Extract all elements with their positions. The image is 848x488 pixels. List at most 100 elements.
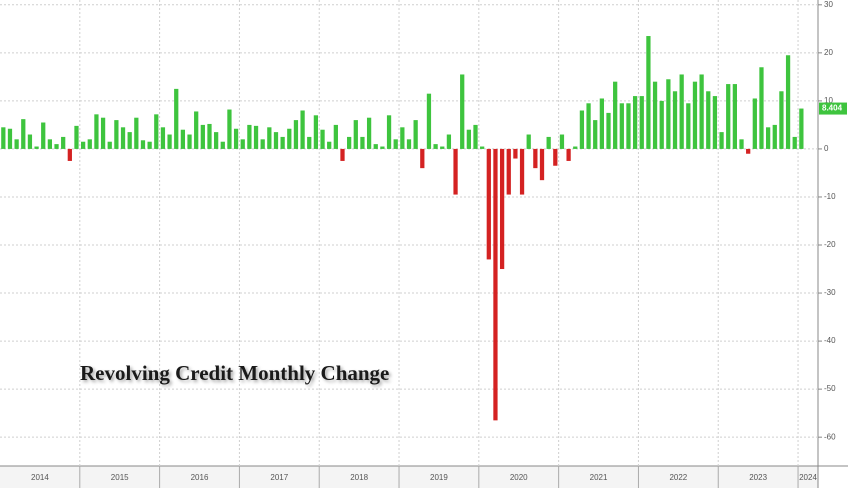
bar	[526, 134, 531, 149]
y-tick-label: -40	[824, 336, 836, 345]
bar	[473, 124, 478, 149]
grid	[0, 0, 822, 488]
bar	[200, 124, 205, 149]
bar	[586, 103, 591, 149]
bar	[659, 100, 664, 149]
y-tick-label: -20	[824, 240, 836, 249]
bar	[54, 144, 59, 149]
bar	[187, 134, 192, 149]
bar	[559, 134, 565, 149]
bar	[287, 128, 292, 149]
x-tick-label: 2018	[350, 473, 368, 482]
x-tick-label: 2014	[31, 473, 49, 482]
bar	[386, 115, 392, 149]
bar	[313, 115, 319, 149]
bar	[207, 123, 212, 149]
bar	[120, 127, 126, 149]
bar	[706, 91, 711, 149]
bar	[486, 148, 491, 260]
bar	[333, 124, 338, 149]
bar	[433, 144, 438, 149]
y-tick-label: -10	[824, 192, 836, 201]
bar	[652, 81, 658, 149]
bar	[273, 132, 279, 149]
bar	[380, 146, 385, 149]
bar	[366, 117, 372, 149]
y-tick-label: -30	[824, 288, 836, 297]
bar	[347, 136, 352, 149]
bar	[47, 139, 53, 149]
bar	[533, 148, 538, 169]
bar	[626, 103, 631, 149]
bar	[7, 128, 13, 149]
bar	[300, 110, 305, 149]
bar	[493, 148, 498, 421]
bar	[160, 127, 166, 149]
bar	[21, 119, 26, 149]
bar	[679, 74, 684, 149]
bar	[400, 127, 405, 149]
bar	[154, 114, 159, 149]
y-tick-label: -60	[824, 432, 836, 441]
x-tick-label: 2020	[510, 473, 528, 482]
bar	[360, 136, 365, 149]
bar	[34, 146, 39, 149]
bar	[253, 125, 259, 149]
bar	[67, 148, 72, 161]
x-tick-label: 2024	[799, 473, 817, 482]
bar	[174, 88, 179, 149]
bar	[140, 140, 146, 149]
bar	[712, 96, 718, 149]
bar	[194, 111, 199, 149]
bar	[393, 139, 398, 149]
x-tick-label: 2022	[669, 473, 687, 482]
bar	[214, 132, 219, 149]
bar	[147, 141, 152, 149]
bar	[426, 93, 432, 149]
x-tick-label: 2016	[191, 473, 209, 482]
bar	[453, 148, 458, 195]
bar	[519, 148, 525, 195]
bar	[666, 79, 671, 149]
bar	[632, 96, 638, 149]
bar	[499, 148, 505, 270]
bar	[606, 112, 611, 149]
bar	[686, 103, 691, 149]
chart-title: Revolving Credit Monthly Change	[80, 361, 389, 385]
bar	[646, 36, 651, 149]
bar	[167, 134, 172, 149]
bar	[480, 146, 485, 149]
y-tick-label: -50	[824, 384, 836, 393]
bar	[539, 148, 545, 181]
last-value-label: 8.404	[822, 104, 843, 113]
bar	[692, 81, 698, 149]
bar	[726, 84, 731, 149]
bar	[307, 136, 312, 149]
bar	[267, 127, 272, 149]
x-tick-label: 2015	[111, 473, 129, 482]
bar	[759, 67, 764, 149]
bar	[466, 129, 471, 149]
bar	[546, 136, 551, 149]
bar	[699, 74, 704, 149]
bar	[74, 125, 79, 149]
labels: 30 20 10 0 -10 -20 -30 -40 -50 -60 2014 2015 2016 201…	[31, 0, 847, 482]
bar	[672, 91, 678, 149]
bar	[233, 128, 239, 149]
bar	[340, 148, 345, 161]
bar	[460, 74, 465, 149]
bar	[1, 127, 6, 149]
bar	[765, 127, 771, 149]
x-tick-label: 2019	[430, 473, 448, 482]
bar	[785, 55, 791, 149]
bar	[293, 120, 299, 149]
bar	[799, 108, 804, 149]
bar	[639, 96, 644, 149]
bar	[127, 132, 132, 149]
bar	[353, 120, 358, 149]
bar	[14, 139, 19, 149]
bar	[746, 148, 751, 154]
bar	[27, 134, 33, 149]
bar	[94, 114, 99, 149]
